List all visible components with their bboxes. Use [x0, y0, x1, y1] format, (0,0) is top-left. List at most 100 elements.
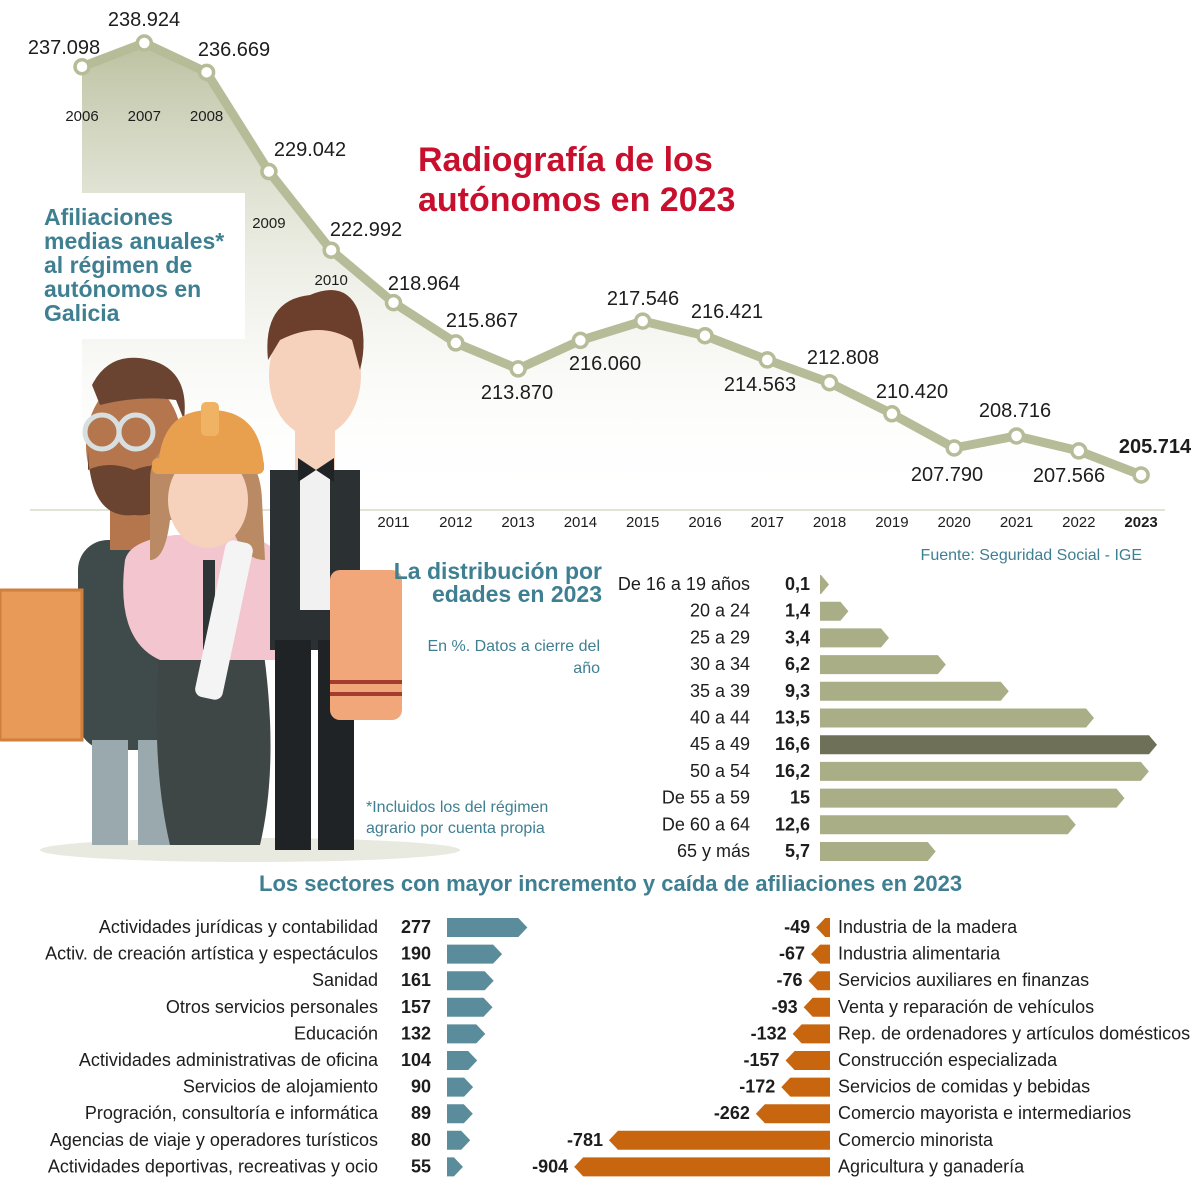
data-point: [571, 331, 590, 350]
age-bar-chart: De 16 a 19 años 0,1 20 a 24 1,4 25 a 29 3,4 30…: [618, 574, 1157, 861]
age-value-label: 16,2: [775, 761, 810, 781]
age-category-label: 50 a 54: [690, 761, 750, 781]
increase-sector-label: Actividades deportivas, recreativas y oc…: [48, 1156, 378, 1176]
data-point: [322, 241, 340, 259]
year-tick-label: 2013: [501, 514, 534, 531]
year-tick-label: 2018: [813, 514, 846, 531]
line-chart-marks: 237.098 2006 238.924 2007 236.669 2008 229.042…: [28, 9, 1192, 531]
age-category-label: 65 y más: [677, 841, 750, 861]
data-point: [197, 63, 216, 82]
decrease-value-label: -781: [567, 1130, 603, 1150]
decrease-sector-label: Comercio mayorista e intermediarios: [838, 1103, 1131, 1123]
value-label: 229.042: [274, 139, 346, 161]
decrease-value-label: -132: [751, 1023, 787, 1043]
year-tick-label: 2023: [1124, 514, 1157, 531]
age-value-label: 16,6: [775, 734, 810, 754]
decrease-bar: [811, 944, 830, 964]
decrease-sector-label: Venta y reparación de vehículos: [838, 997, 1094, 1017]
decrease-bar: [574, 1157, 830, 1177]
decrease-bar: [808, 971, 830, 991]
line-chart-subtitle: Afiliaciones medias anuales* al régimen …: [44, 204, 225, 326]
age-bar: [820, 628, 890, 648]
age-bar: [820, 681, 1009, 701]
age-value-label: 5,7: [785, 841, 810, 861]
age-value-label: 0,1: [785, 574, 810, 594]
decrease-sector-label: Rep. de ordenadores y artículos doméstic…: [838, 1023, 1190, 1043]
year-tick-label: 2011: [377, 514, 409, 531]
age-bar: [820, 788, 1125, 808]
data-point: [945, 439, 963, 457]
age-chart-note: En %. Datos a cierre del año: [427, 638, 600, 677]
decrease-value-label: -93: [772, 997, 798, 1017]
decrease-value-label: -49: [784, 917, 810, 937]
age-bar: [820, 708, 1095, 728]
decrease-bar: [792, 1024, 830, 1044]
line-series: [77, 38, 1146, 480]
age-value-label: 6,2: [785, 654, 810, 674]
year-tick-label: 2020: [938, 514, 971, 531]
decrease-sector-label: Industria alimentaria: [838, 944, 1001, 964]
decrease-value-label: -157: [744, 1050, 780, 1070]
year-tick-label: 2016: [688, 514, 721, 531]
decrease-value-label: -262: [714, 1103, 750, 1123]
age-value-label: 9,3: [785, 681, 810, 701]
increase-value-label: 161: [401, 970, 431, 990]
value-label: 212.808: [807, 347, 879, 369]
value-label: 207.790: [911, 464, 983, 486]
year-tick-label: 2006: [65, 108, 98, 125]
source-note: Fuente: Seguridad Social - IGE: [920, 547, 1142, 564]
age-bar: [820, 842, 936, 861]
increase-bar: [447, 971, 494, 991]
data-point: [135, 34, 154, 52]
increase-value-label: 277: [401, 917, 431, 937]
age-category-label: 40 a 44: [690, 708, 750, 728]
increase-sector-label: Otros servicios personales: [166, 997, 378, 1017]
age-bar: [820, 761, 1149, 781]
age-value-label: 15: [790, 788, 810, 808]
data-point: [820, 373, 839, 392]
decrease-bar: [816, 918, 830, 937]
increase-bar: [447, 918, 528, 937]
age-category-label: De 55 a 59: [662, 788, 750, 808]
year-tick-label: 2009: [252, 215, 285, 232]
age-bar: [820, 815, 1076, 835]
year-tick-label: 2012: [439, 514, 472, 531]
value-label: 210.420: [876, 381, 948, 403]
year-tick-label: 2022: [1062, 514, 1095, 531]
decrease-bar: [755, 1104, 830, 1124]
decrease-bar: [803, 997, 830, 1017]
decrease-value-label: -76: [776, 970, 802, 990]
decrease-value-label: -67: [779, 944, 805, 964]
year-tick-label: 2019: [875, 514, 908, 531]
data-point: [633, 312, 652, 330]
data-point: [883, 405, 901, 423]
age-category-label: De 16 a 19 años: [618, 574, 750, 594]
decrease-sector-label: Agricultura y ganadería: [838, 1156, 1025, 1176]
value-label: 215.867: [446, 310, 518, 332]
year-tick-label: 2021: [1000, 514, 1033, 531]
increase-value-label: 157: [401, 997, 431, 1017]
age-bar: [820, 655, 946, 675]
increase-sector-label: Actividades administrativas de oficina: [79, 1050, 379, 1070]
increase-value-label: 80: [411, 1130, 431, 1150]
increase-value-label: 190: [401, 944, 431, 964]
increase-bar: [447, 1077, 474, 1097]
increase-sector-label: Progración, consultoría e informática: [85, 1103, 379, 1123]
decrease-value-label: -172: [739, 1077, 775, 1097]
age-category-label: De 60 a 64: [662, 814, 750, 834]
decrease-bar: [781, 1077, 830, 1097]
people-illustration: [0, 290, 460, 862]
value-label: 205.714: [1119, 436, 1192, 458]
age-value-label: 12,6: [775, 814, 810, 834]
increase-sector-label: Educación: [294, 1023, 378, 1043]
increase-bar: [447, 1104, 473, 1124]
value-label: 222.992: [330, 219, 402, 241]
value-label: 217.546: [607, 288, 679, 310]
decrease-sector-label: Servicios auxiliares en finanzas: [838, 970, 1089, 990]
age-category-label: 45 a 49: [690, 734, 750, 754]
increase-value-label: 55: [411, 1156, 431, 1176]
age-value-label: 3,4: [785, 627, 810, 647]
increase-bar: [447, 1157, 463, 1177]
increase-sector-label: Agencias de viaje y operadores turístico…: [50, 1130, 378, 1150]
